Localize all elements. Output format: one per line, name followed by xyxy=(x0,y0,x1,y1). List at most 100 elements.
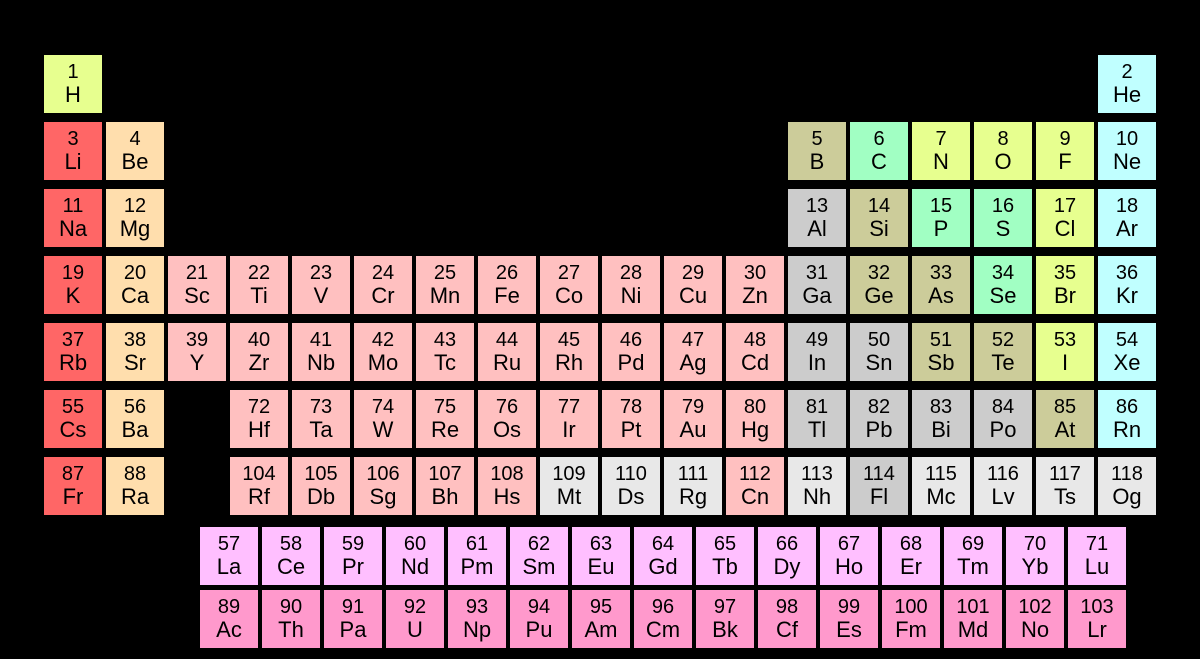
atomic-number: 19 xyxy=(62,263,84,284)
element-cell-Rg: 111Rg xyxy=(662,455,724,517)
element-symbol: Hg xyxy=(741,418,769,441)
atomic-number: 105 xyxy=(304,464,337,485)
element-cell-I: 53I xyxy=(1034,321,1096,383)
atomic-number: 22 xyxy=(248,263,270,284)
atomic-number: 104 xyxy=(242,464,275,485)
element-cell-La: 57La xyxy=(198,525,260,587)
atomic-number: 100 xyxy=(894,597,927,618)
element-cell-He: 2He xyxy=(1096,53,1158,115)
atomic-number: 38 xyxy=(124,330,146,351)
element-symbol: B xyxy=(810,150,825,173)
atomic-number: 68 xyxy=(900,534,922,555)
atomic-number: 29 xyxy=(682,263,704,284)
element-symbol: Ar xyxy=(1116,217,1138,240)
element-symbol: Al xyxy=(807,217,827,240)
atomic-number: 86 xyxy=(1116,397,1138,418)
element-cell-Fl: 114Fl xyxy=(848,455,910,517)
element-symbol: Lu xyxy=(1085,555,1109,578)
element-cell-Bh: 107Bh xyxy=(414,455,476,517)
element-cell-Nb: 41Nb xyxy=(290,321,352,383)
atomic-number: 98 xyxy=(776,597,798,618)
element-symbol: Sr xyxy=(124,351,146,374)
element-cell-Mo: 42Mo xyxy=(352,321,414,383)
element-symbol: Yb xyxy=(1022,555,1049,578)
atomic-number: 71 xyxy=(1086,534,1108,555)
atomic-number: 90 xyxy=(280,597,302,618)
atomic-number: 4 xyxy=(129,129,140,150)
element-symbol: Ts xyxy=(1054,485,1076,508)
element-symbol: Se xyxy=(990,284,1017,307)
element-cell-Es: 99Es xyxy=(818,588,880,650)
element-cell-Cr: 24Cr xyxy=(352,254,414,316)
atomic-number: 27 xyxy=(558,263,580,284)
element-cell-Er: 68Er xyxy=(880,525,942,587)
element-symbol: No xyxy=(1021,618,1049,641)
element-symbol: Xe xyxy=(1114,351,1141,374)
element-symbol: Og xyxy=(1112,485,1141,508)
element-cell-Ne: 10Ne xyxy=(1096,120,1158,182)
atomic-number: 93 xyxy=(466,597,488,618)
atomic-number: 65 xyxy=(714,534,736,555)
element-symbol: Mg xyxy=(120,217,151,240)
element-cell-Sb: 51Sb xyxy=(910,321,972,383)
element-symbol: Ba xyxy=(122,418,149,441)
element-cell-Ra: 88Ra xyxy=(104,455,166,517)
element-symbol: Br xyxy=(1054,284,1076,307)
element-symbol: Ir xyxy=(562,418,575,441)
element-symbol: He xyxy=(1113,83,1141,106)
element-symbol: Sc xyxy=(184,284,210,307)
element-cell-Te: 52Te xyxy=(972,321,1034,383)
element-symbol: Pa xyxy=(340,618,367,641)
element-cell-As: 33As xyxy=(910,254,972,316)
atomic-number: 115 xyxy=(925,464,957,485)
element-cell-Cu: 29Cu xyxy=(662,254,724,316)
element-cell-Ta: 73Ta xyxy=(290,388,352,450)
element-cell-Mc: 115Mc xyxy=(910,455,972,517)
element-symbol: Es xyxy=(836,618,862,641)
element-symbol: Ga xyxy=(802,284,831,307)
atomic-number: 96 xyxy=(652,597,674,618)
element-symbol: Ti xyxy=(250,284,268,307)
element-cell-Lu: 71Lu xyxy=(1066,525,1128,587)
element-symbol: Ca xyxy=(121,284,149,307)
element-symbol: Zr xyxy=(249,351,270,374)
atomic-number: 8 xyxy=(997,129,1008,150)
element-symbol: Tm xyxy=(957,555,989,578)
element-symbol: As xyxy=(928,284,954,307)
atomic-number: 87 xyxy=(62,464,84,485)
atomic-number: 59 xyxy=(342,534,364,555)
atomic-number: 20 xyxy=(124,263,146,284)
atomic-number: 89 xyxy=(218,597,240,618)
element-symbol: Po xyxy=(990,418,1017,441)
element-cell-Ho: 67Ho xyxy=(818,525,880,587)
element-symbol: Pt xyxy=(621,418,642,441)
element-cell-Re: 75Re xyxy=(414,388,476,450)
atomic-number: 40 xyxy=(248,330,270,351)
atomic-number: 2 xyxy=(1121,62,1132,83)
element-symbol: Pd xyxy=(618,351,645,374)
element-symbol: Ce xyxy=(277,555,305,578)
element-symbol: Sn xyxy=(866,351,893,374)
element-symbol: Sg xyxy=(370,485,397,508)
atomic-number: 82 xyxy=(868,397,890,418)
element-symbol: Rn xyxy=(1113,418,1141,441)
atomic-number: 79 xyxy=(682,397,704,418)
element-symbol: Cd xyxy=(741,351,769,374)
atomic-number: 10 xyxy=(1116,129,1138,150)
element-cell-No: 102No xyxy=(1004,588,1066,650)
element-symbol: Kr xyxy=(1116,284,1138,307)
element-symbol: Hf xyxy=(248,418,270,441)
element-cell-Tl: 81Tl xyxy=(786,388,848,450)
element-cell-F: 9F xyxy=(1034,120,1096,182)
atomic-number: 81 xyxy=(806,397,828,418)
element-cell-K: 19K xyxy=(42,254,104,316)
element-cell-W: 74W xyxy=(352,388,414,450)
atomic-number: 69 xyxy=(962,534,984,555)
element-symbol: Mo xyxy=(368,351,399,374)
element-cell-Eu: 63Eu xyxy=(570,525,632,587)
element-cell-Dy: 66Dy xyxy=(756,525,818,587)
element-cell-Cf: 98Cf xyxy=(756,588,818,650)
element-cell-Lv: 116Lv xyxy=(972,455,1034,517)
atomic-number: 48 xyxy=(744,330,766,351)
atomic-number: 3 xyxy=(67,129,78,150)
